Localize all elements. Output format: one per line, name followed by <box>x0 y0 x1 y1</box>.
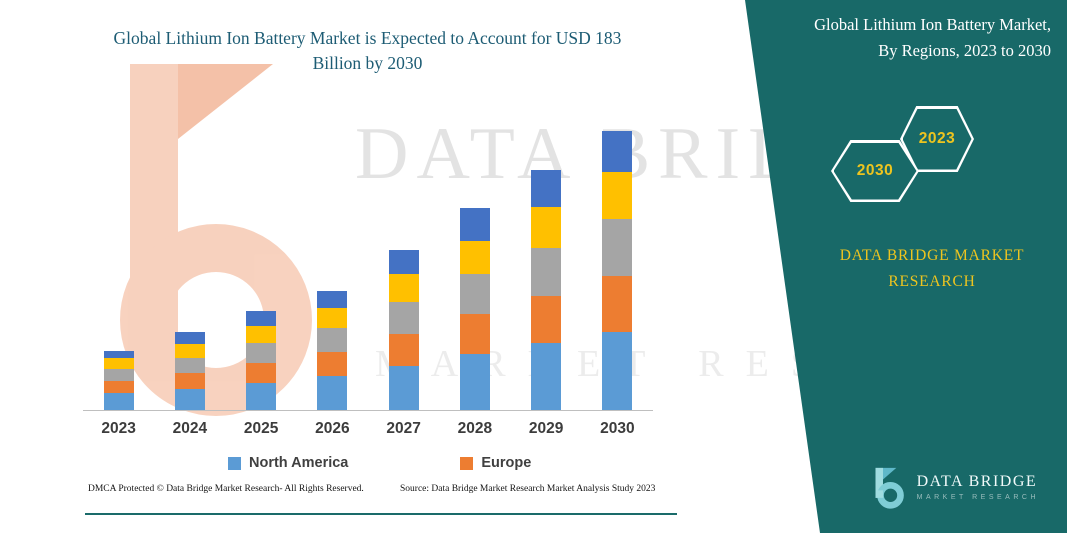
bar-segment <box>388 249 419 275</box>
bar-segment <box>103 358 134 369</box>
bar-segment <box>317 327 348 353</box>
hexagon-inner: 2023 <box>902 108 972 170</box>
x-axis-label: 2030 <box>600 420 635 437</box>
logo-text: DATA BRIDGE MARKET RESEARCH <box>917 473 1039 501</box>
stacked-bar-2027 <box>388 249 419 410</box>
bar-segment <box>602 130 633 172</box>
x-axis-label: 2027 <box>386 420 421 437</box>
bar-segment <box>388 301 419 334</box>
bar-segment <box>103 368 134 382</box>
legend-item-europe: Europe <box>460 455 531 471</box>
bar-segment <box>317 352 348 377</box>
bar-slot <box>83 120 154 410</box>
bar-segment <box>459 240 490 275</box>
bar-segment <box>174 373 205 389</box>
bar-segment <box>103 393 134 410</box>
bar-slot <box>368 120 439 410</box>
source-note: Source: Data Bridge Market Research Mark… <box>400 484 656 494</box>
x-axis-label: 2024 <box>172 420 208 437</box>
bar-slot <box>154 120 225 410</box>
x-axis-label: 2025 <box>243 420 279 437</box>
chart-legend: North America Europe <box>228 455 531 471</box>
side-panel-title: Global Lithium Ion Battery Market, By Re… <box>814 15 1051 60</box>
bar-segment <box>103 381 134 394</box>
brand-name: DATA BRIDGE MARKET RESEARCH <box>839 247 1025 291</box>
legend-swatch <box>460 456 474 470</box>
data-bridge-b-watermark-icon <box>108 52 348 417</box>
x-axis-label: 2023 <box>101 420 136 437</box>
bar-segment <box>459 208 490 241</box>
legend-item-north-america: North America <box>228 455 348 471</box>
stacked-bar-2026 <box>317 291 348 410</box>
x-axis-label: 2029 <box>528 420 564 437</box>
stacked-bar-2030 <box>602 130 633 410</box>
bar-slot <box>511 120 582 410</box>
data-bridge-logo: DATA BRIDGE MARKET RESEARCH <box>868 465 1039 509</box>
bar-segment <box>602 219 633 276</box>
hexagon-inner: 2030 <box>833 142 917 200</box>
bar-segment <box>388 274 419 302</box>
bar-segment <box>246 326 277 343</box>
bar-segment <box>317 376 348 410</box>
bar-segment <box>174 388 205 410</box>
data-bridge-b-icon <box>875 467 904 509</box>
legend-label: North America <box>249 455 349 471</box>
bar-segment <box>103 350 134 359</box>
logo-subtext: MARKET RESEARCH <box>916 494 1039 501</box>
bar-segment <box>174 332 205 345</box>
x-axis-labels: 2023 2024 2025 2026 2027 2028 2029 2030 <box>83 420 653 438</box>
plot-area <box>83 120 653 411</box>
bar-slot <box>439 120 510 410</box>
bar-segment <box>174 344 205 359</box>
bar-segment <box>459 313 490 354</box>
hexagon-year-2030: 2030 <box>831 140 919 202</box>
bar-segment <box>531 295 562 343</box>
bar-segment <box>531 207 562 249</box>
bar-segment <box>602 332 633 410</box>
footer-divider <box>85 513 677 515</box>
bar-slot <box>297 120 368 410</box>
stacked-bar-2024 <box>174 332 205 410</box>
bar-segment <box>602 171 633 220</box>
bar-segment <box>531 248 562 296</box>
stacked-bar-2025 <box>246 310 277 410</box>
bar-segment <box>317 291 348 308</box>
x-axis-label: 2026 <box>315 420 350 437</box>
legend-label: Europe <box>481 455 532 471</box>
stacked-bar-2028 <box>459 208 490 410</box>
bar-segment <box>531 170 562 208</box>
bar-segment <box>602 275 633 333</box>
bar-segment <box>174 358 205 374</box>
hexagon-year-label: 2023 <box>918 130 956 147</box>
side-panel: Global Lithium Ion Battery Market, By Re… <box>745 0 1067 533</box>
dmca-notice: DMCA Protected © Data Bridge Market Rese… <box>88 484 364 494</box>
bar-segment <box>388 333 419 366</box>
bar-segment <box>246 310 277 327</box>
x-axis-label: 2028 <box>457 420 493 437</box>
bar-segment <box>246 382 277 410</box>
stacked-bar-2023 <box>103 350 134 410</box>
legend-swatch <box>228 456 241 470</box>
stacked-bar-2029 <box>531 170 562 410</box>
bar-segment <box>317 307 348 328</box>
bar-segment <box>531 342 562 410</box>
chart-title: Global Lithium Ion Battery Market is Exp… <box>113 28 622 74</box>
bar-segment <box>388 365 419 410</box>
bar-segment <box>246 362 277 383</box>
bar-slot <box>582 120 653 410</box>
logo-name: DATA BRIDGE <box>916 473 1038 490</box>
bar-segment <box>459 353 490 410</box>
hexagon-year-label: 2030 <box>856 162 894 179</box>
bar-segment <box>459 274 490 314</box>
bar-segment <box>246 342 277 363</box>
bar-slot <box>226 120 297 410</box>
